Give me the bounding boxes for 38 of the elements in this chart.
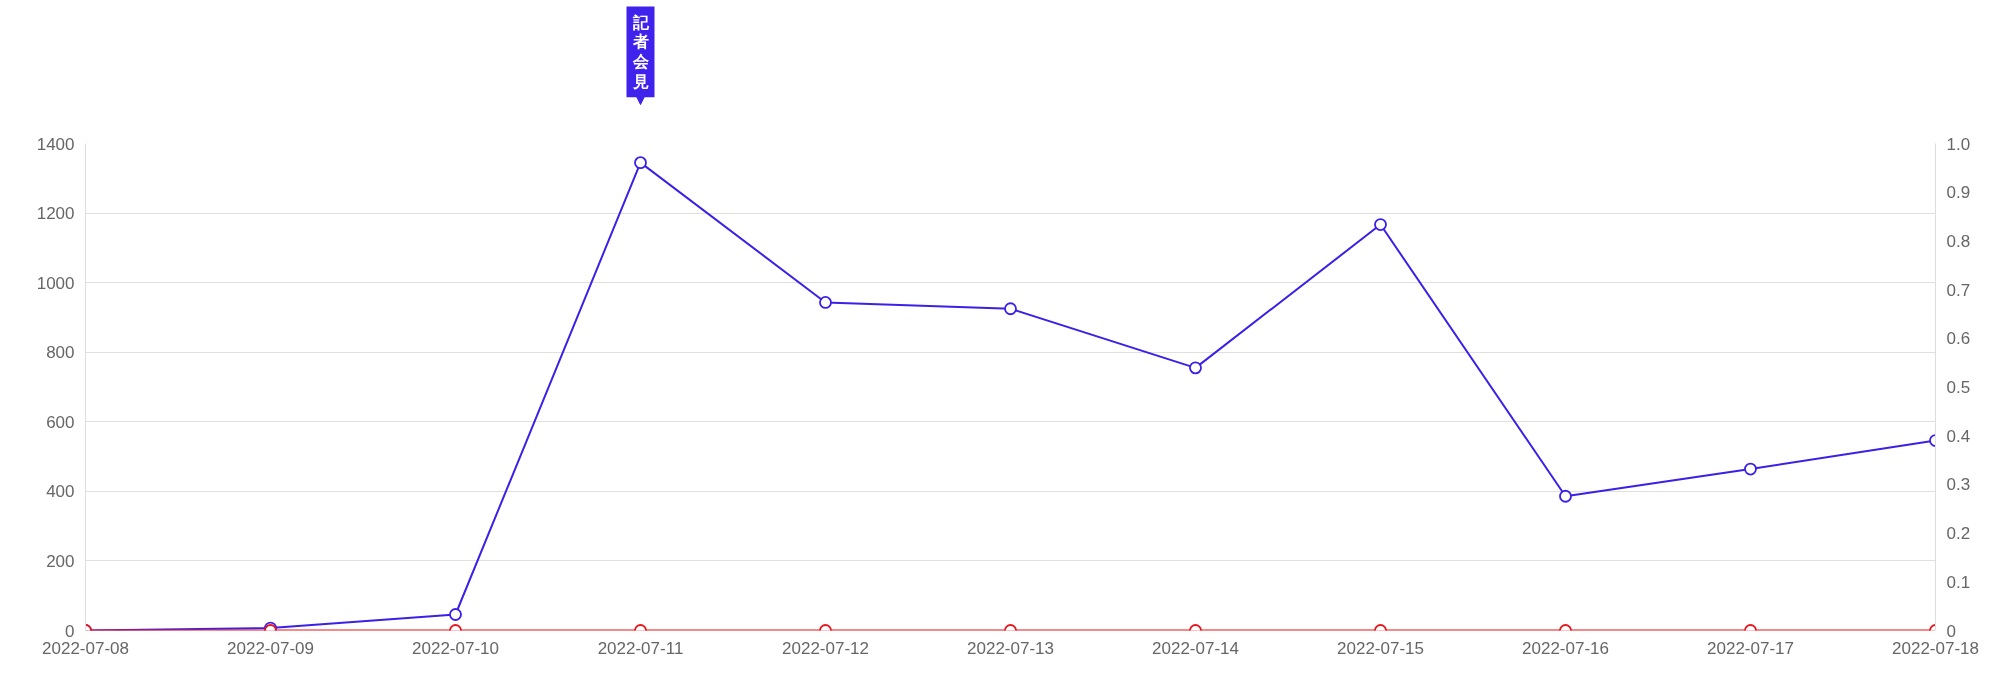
y-tick-label: 200 — [46, 551, 75, 571]
x-tick-label: 2022-07-15 — [1337, 638, 1424, 658]
point — [1374, 218, 1387, 231]
x-tick-label: 2022-07-10 — [412, 638, 499, 658]
text: 記者会見 — [631, 12, 650, 92]
point — [1559, 489, 1572, 503]
x-tick-label: 2022-07-13 — [967, 638, 1054, 658]
point — [1189, 361, 1202, 375]
point — [1744, 462, 1757, 476]
x-tick-label: 2022-07-11 — [597, 638, 684, 658]
x-tick-label: 2022-07-18 — [1892, 638, 1979, 658]
y2-tick-label: 0.3 — [1946, 475, 1971, 495]
point — [819, 296, 832, 309]
y-tick-label: 400 — [46, 482, 75, 502]
y2-tick-label: 1.0 — [1946, 134, 1971, 154]
y2-tick-label: 0.8 — [1946, 231, 1971, 251]
x-tick-label: 2022-07-08 — [42, 638, 129, 658]
y2-tick-label: 0.1 — [1946, 572, 1971, 592]
y2-tick-label: 0.4 — [1946, 426, 1971, 446]
y2-tick-label: 0.2 — [1946, 524, 1971, 544]
x-tick-label: 2022-07-17 — [1707, 638, 1794, 658]
x-tick-label: 2022-07-12 — [782, 638, 869, 658]
x-tick-label: 2022-07-09 — [227, 638, 314, 658]
y2-tick-label: 0.7 — [1946, 280, 1971, 300]
y-tick-label: 1000 — [36, 273, 75, 293]
y-tick-label: 800 — [46, 343, 75, 363]
x-tick-label: 2022-07-14 — [1152, 638, 1239, 658]
point — [1004, 302, 1017, 316]
point — [634, 156, 647, 170]
y-tick-label: 0 — [65, 621, 75, 641]
y-tick-label: 1200 — [36, 204, 75, 224]
y2-tick-label: 0.6 — [1946, 329, 1971, 349]
y-tick-label: 600 — [46, 412, 75, 432]
y2-tick-label: 0.9 — [1946, 183, 1971, 203]
y2-tick-label: 0 — [1946, 621, 1956, 641]
x-tick-label: 2022-07-16 — [1522, 638, 1609, 658]
y2-tick-label: 0.5 — [1946, 378, 1971, 397]
y-tick-label: 1400 — [36, 134, 75, 154]
